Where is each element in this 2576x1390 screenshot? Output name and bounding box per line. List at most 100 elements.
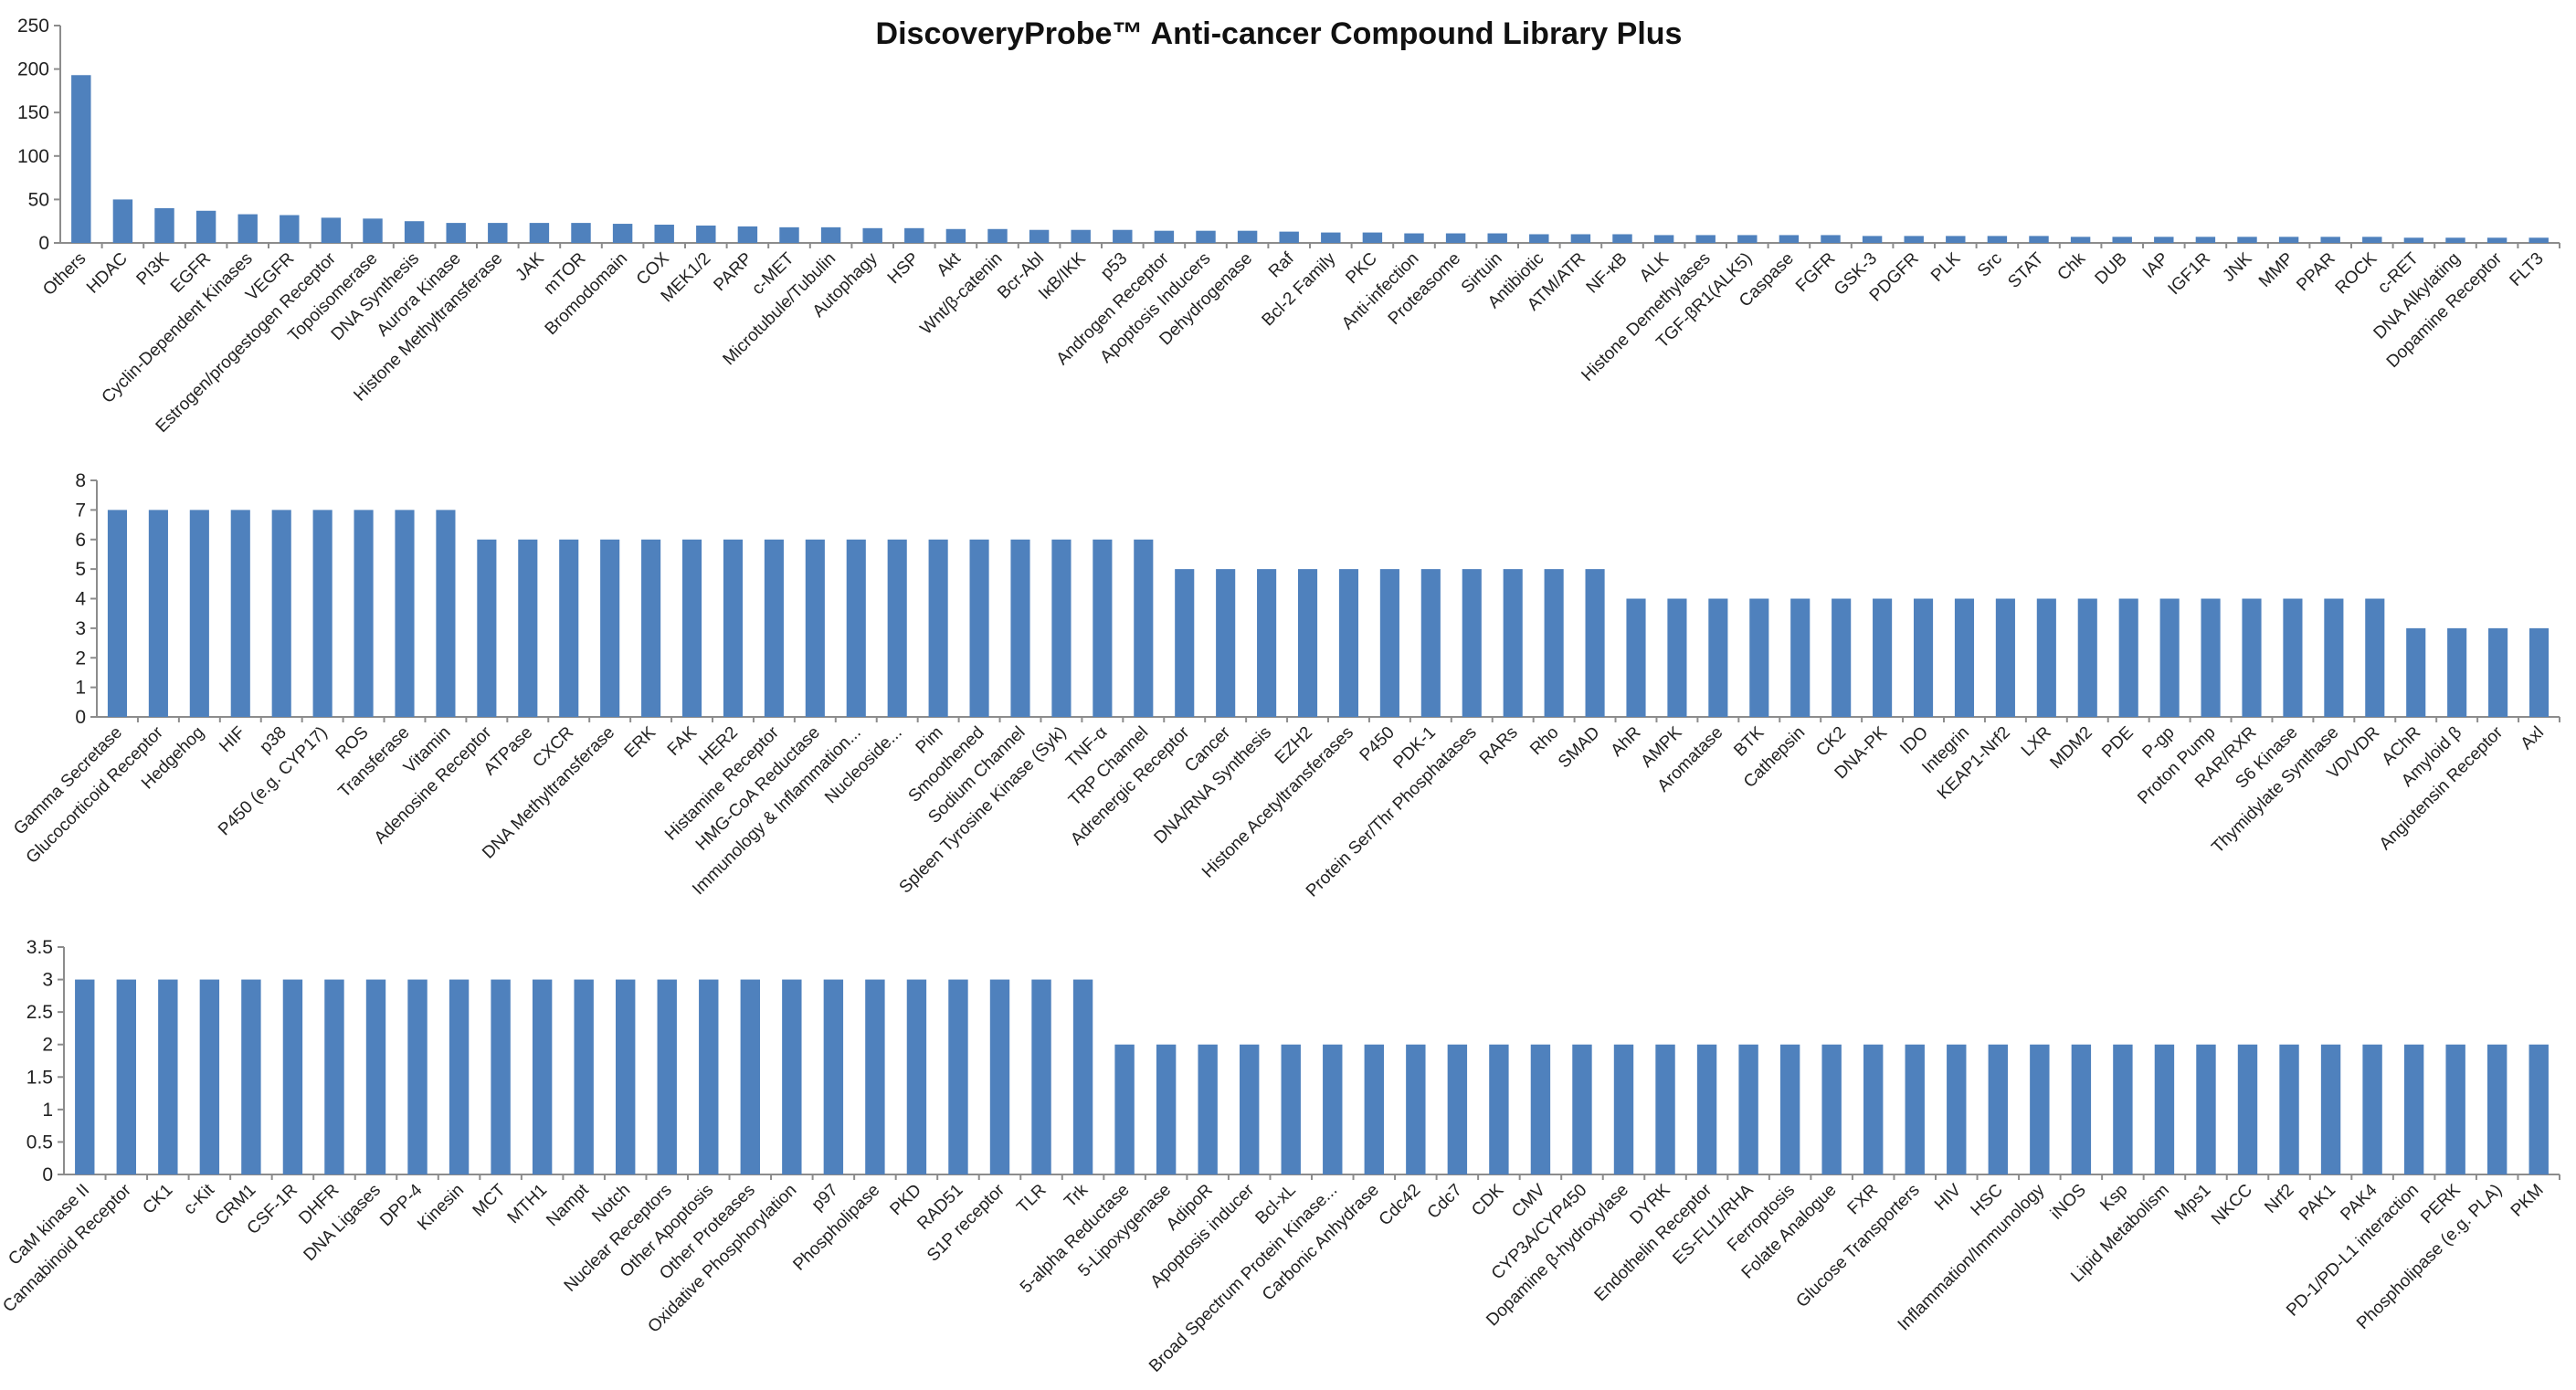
bar (820, 226, 841, 243)
bar (2403, 237, 2424, 243)
bar (1093, 539, 1113, 717)
bar (2237, 237, 2257, 243)
bar (1338, 569, 1359, 717)
bar (699, 979, 719, 1174)
bar (241, 979, 261, 1174)
bar (723, 539, 744, 717)
x-tick-label: JAK (512, 248, 548, 285)
bar (1445, 233, 1466, 243)
bar (354, 510, 374, 717)
x-tick-label: Raf (1265, 248, 1298, 281)
x-tick-label: DUB (2092, 249, 2131, 289)
bar (2279, 1044, 2299, 1174)
bar (1572, 1044, 1592, 1174)
bar (904, 227, 924, 243)
bar (805, 539, 825, 717)
bar (2113, 1044, 2133, 1174)
x-tick-label: JNK (2219, 248, 2255, 285)
bar (1281, 1044, 1301, 1174)
x-tick-label: FLT3 (2507, 249, 2548, 290)
x-tick-label: Nampt (543, 1180, 593, 1230)
bar (615, 979, 636, 1174)
bar (945, 228, 966, 243)
x-tick-label: SMAD (1555, 723, 1604, 773)
bar (1905, 1044, 1925, 1174)
bar (654, 225, 674, 243)
bar (321, 217, 342, 243)
bar (764, 539, 784, 717)
x-tick-label: FXR (1844, 1181, 1883, 1219)
bar (2362, 237, 2382, 243)
y-tick-label: 7 (75, 500, 86, 521)
bar (1379, 569, 1399, 717)
bar (1404, 233, 1424, 243)
bar (2528, 1044, 2549, 1174)
bar (1779, 1044, 1800, 1174)
x-tick-label: RARs (1476, 723, 1522, 769)
x-tick-label: Chk (2053, 248, 2089, 284)
bar (737, 226, 758, 243)
x-tick-label: PAK1 (2296, 1181, 2339, 1225)
bar (2445, 237, 2465, 243)
x-tick-label: HIF (216, 723, 248, 756)
y-tick-label: 1 (42, 1100, 53, 1121)
bar (1821, 235, 1841, 243)
bar (1029, 229, 1050, 243)
bar (1362, 232, 1383, 243)
bar (2154, 237, 2174, 243)
x-tick-label: ERK (621, 722, 660, 762)
bar (1297, 569, 1318, 717)
bar (1010, 539, 1030, 717)
bar (969, 539, 989, 717)
bar (865, 979, 885, 1174)
bar (2320, 1044, 2341, 1174)
bar (1198, 1044, 1218, 1174)
bar (782, 979, 802, 1174)
bar (1779, 235, 1800, 243)
x-tick-label: Trk (1061, 1180, 1092, 1211)
bar (2118, 598, 2138, 717)
x-tick-label: CK1 (139, 1181, 176, 1218)
bar (1695, 235, 1716, 243)
x-tick-label: HDAC (83, 249, 132, 298)
bar (1156, 1044, 1177, 1174)
x-tick-label: p38 (256, 723, 290, 757)
x-tick-label: IDO (1896, 723, 1932, 759)
bar (1237, 230, 1258, 243)
bar (1655, 1044, 1675, 1174)
bar (2159, 598, 2180, 717)
x-tick-label: Src (1974, 249, 2006, 281)
x-tick-label: PLK (1927, 248, 1964, 285)
y-tick-label: 2 (75, 648, 86, 669)
bar (2237, 1044, 2258, 1174)
bar (280, 215, 300, 243)
bar (365, 979, 386, 1174)
y-tick-label: 4 (75, 589, 86, 610)
bar (2201, 598, 2221, 717)
bar (107, 510, 128, 717)
bar (363, 218, 383, 243)
bar (1947, 1044, 1967, 1174)
y-tick-label: 3.5 (26, 937, 53, 958)
x-tick-label: TLR (1013, 1181, 1050, 1217)
y-tick-label: 2.5 (26, 1002, 53, 1023)
bar (395, 510, 415, 717)
bar (1051, 539, 1072, 717)
bar (1585, 569, 1605, 717)
bar (2528, 237, 2549, 243)
x-tick-label: CDK (1468, 1180, 1507, 1219)
bar (1406, 1044, 1426, 1174)
bar (1544, 569, 1564, 717)
bar (1113, 229, 1133, 243)
bar (1487, 233, 1507, 243)
y-tick-label: 250 (17, 16, 49, 37)
x-tick-label: FAK (664, 722, 701, 759)
bar (199, 979, 220, 1174)
bar (2036, 598, 2056, 717)
bar (189, 510, 209, 717)
bar (1570, 234, 1591, 243)
bar (1447, 1044, 1468, 1174)
x-tick-label: IGF1R (2165, 249, 2214, 299)
bar (1821, 1044, 1842, 1174)
